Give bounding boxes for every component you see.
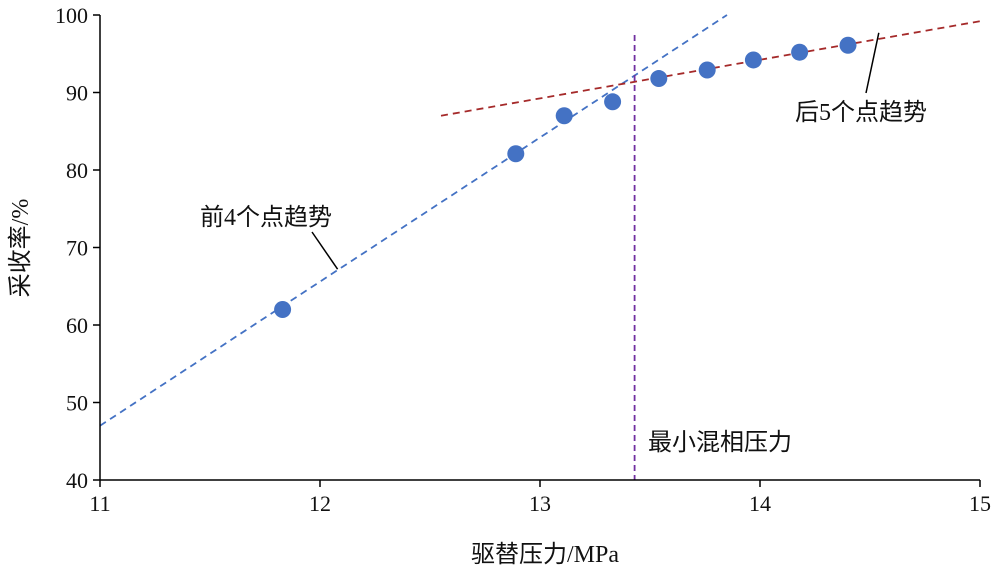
data-point-9 xyxy=(839,36,857,54)
data-point-layer xyxy=(274,36,857,318)
data-point-4 xyxy=(604,93,622,111)
trendline-label-first-4: 前4个点趋势 xyxy=(200,204,332,231)
trendline-1 xyxy=(99,14,728,427)
tick-layer: 11 12 13 14 15 40 50 60 70 80 90 100 xyxy=(55,3,991,516)
leader-line-layer xyxy=(311,32,880,270)
trendline-layer xyxy=(99,14,981,427)
x-axis-label: 驱替压力/MPa xyxy=(471,541,619,568)
x-tick-label-3: 13 xyxy=(529,491,551,516)
data-point-8 xyxy=(791,43,809,61)
annotation-leader-1 xyxy=(311,231,339,270)
y-tick-label-1: 40 xyxy=(66,468,88,493)
data-point-3 xyxy=(555,107,573,125)
x-tick-label-2: 12 xyxy=(309,491,331,516)
x-tick-label-5: 15 xyxy=(969,491,991,516)
label-layer: 驱替压力/MPa 采收率/% 前4个点趋势 后5个点趋势 最小混相压力 xyxy=(7,99,927,568)
data-point-2 xyxy=(507,145,525,163)
data-point-1 xyxy=(274,301,292,318)
y-axis-label: 采收率/% xyxy=(7,199,34,298)
y-tick-label-3: 60 xyxy=(66,313,88,338)
data-point-7 xyxy=(744,51,762,69)
annotation-leader-2 xyxy=(865,32,880,94)
trendline-label-last-5: 后5个点趋势 xyxy=(795,99,927,126)
y-tick-label-4: 70 xyxy=(66,236,88,261)
y-tick-label-7: 100 xyxy=(55,3,88,28)
trendline-2 xyxy=(440,20,981,117)
x-tick-label-4: 14 xyxy=(749,491,771,516)
y-tick-label-5: 80 xyxy=(66,158,88,183)
axis-layer xyxy=(99,15,980,481)
y-tick-label-2: 50 xyxy=(66,391,88,416)
data-point-6 xyxy=(698,61,716,79)
y-tick-label-6: 90 xyxy=(66,81,88,106)
x-tick-label-1: 11 xyxy=(89,491,110,516)
data-point-5 xyxy=(650,70,668,88)
reference-line-label: 最小混相压力 xyxy=(648,429,792,456)
